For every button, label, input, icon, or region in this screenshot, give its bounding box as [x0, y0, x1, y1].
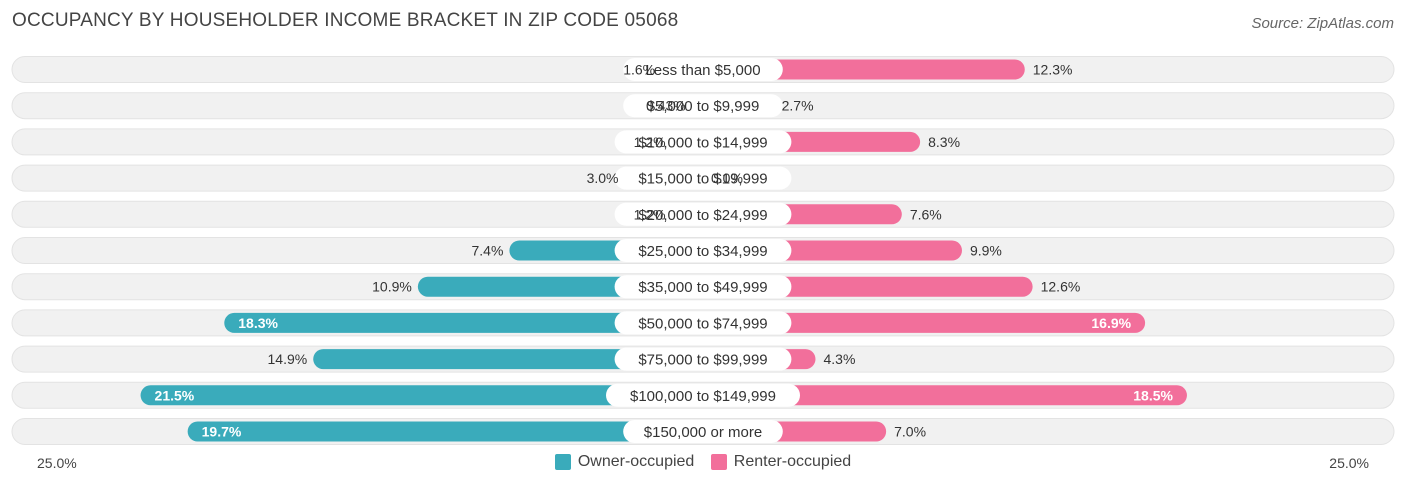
- renter-value-label: 7.0%: [894, 424, 926, 440]
- category-pill: [606, 383, 800, 407]
- renter-value-label: 16.9%: [1091, 315, 1131, 331]
- owner-bar: [187, 421, 703, 442]
- category-pill: [623, 420, 783, 443]
- category-label: $20,000 to $24,999: [638, 207, 767, 224]
- renter-value-label: 7.6%: [910, 206, 942, 222]
- owner-value-label: 1.2%: [634, 206, 666, 222]
- category-pill: [614, 166, 792, 190]
- chart-source: Source: ZipAtlas.com: [1251, 15, 1394, 32]
- owner-value-label: 21.5%: [155, 387, 195, 403]
- owner-value-label: 19.7%: [202, 424, 242, 440]
- chart-title: OCCUPANCY BY HOUSEHOLDER INCOME BRACKET …: [12, 10, 679, 31]
- axis-left-label: 25.0%: [37, 455, 77, 471]
- legend-label-owner: Owner-occupied: [577, 453, 695, 470]
- category-label: $15,000 to $19,999: [638, 171, 767, 188]
- renter-bar: [703, 312, 1146, 333]
- owner-value-label: 10.9%: [372, 279, 412, 295]
- owner-value-label: 1.2%: [634, 134, 666, 150]
- category-label: $100,000 to $149,999: [630, 388, 776, 405]
- legend-item-owner[interactable]: Owner-occupied: [554, 453, 695, 471]
- owner-bar: [140, 385, 703, 406]
- owner-value-label: 18.3%: [238, 315, 278, 331]
- category-pill: [614, 275, 792, 299]
- category-pill: [614, 347, 792, 371]
- chart-legend: Owner-occupied Renter-occupied: [0, 453, 1406, 475]
- renter-value-label: 0.0%: [711, 170, 743, 186]
- renter-value-label: 18.5%: [1133, 387, 1173, 403]
- owner-value-label: 7.4%: [471, 243, 503, 259]
- renter-bar: [703, 59, 1025, 80]
- owner-value-label: 0.43%: [646, 98, 686, 114]
- category-label: $10,000 to $14,999: [638, 134, 767, 151]
- renter-value-label: 8.3%: [928, 134, 960, 150]
- category-pill: [623, 94, 783, 118]
- renter-value-label: 4.3%: [823, 351, 855, 367]
- owner-value-label: 1.6%: [623, 62, 655, 78]
- category-label: $25,000 to $34,999: [638, 243, 767, 260]
- category-label: $75,000 to $99,999: [638, 352, 767, 369]
- renter-value-label: 12.6%: [1041, 279, 1081, 295]
- category-label: $5,000 to $9,999: [647, 98, 760, 115]
- category-pill: [614, 239, 792, 262]
- renter-value-label: 9.9%: [970, 243, 1002, 259]
- legend-label-renter: Renter-occupied: [733, 453, 852, 470]
- legend-swatch-renter: [710, 454, 727, 470]
- axis-right-label: 25.0%: [1329, 455, 1369, 471]
- category-pill: [614, 311, 792, 335]
- category-pill: [623, 58, 783, 81]
- legend-item-renter[interactable]: Renter-occupied: [710, 453, 852, 471]
- category-label: $150,000 or more: [644, 424, 762, 441]
- owner-value-label: 3.0%: [587, 170, 619, 186]
- owner-bar: [313, 349, 703, 370]
- category-pill: [614, 130, 792, 154]
- owner-bar: [224, 312, 703, 333]
- category-label: $35,000 to $49,999: [638, 279, 767, 296]
- legend-swatch-owner: [554, 454, 571, 470]
- renter-value-label: 12.3%: [1033, 62, 1073, 78]
- category-label: $50,000 to $74,999: [638, 315, 767, 332]
- renter-value-label: 2.7%: [782, 98, 814, 114]
- category-pill: [614, 202, 792, 226]
- owner-value-label: 14.9%: [268, 351, 308, 367]
- category-label: Less than $5,000: [645, 62, 760, 79]
- renter-bar: [703, 385, 1187, 406]
